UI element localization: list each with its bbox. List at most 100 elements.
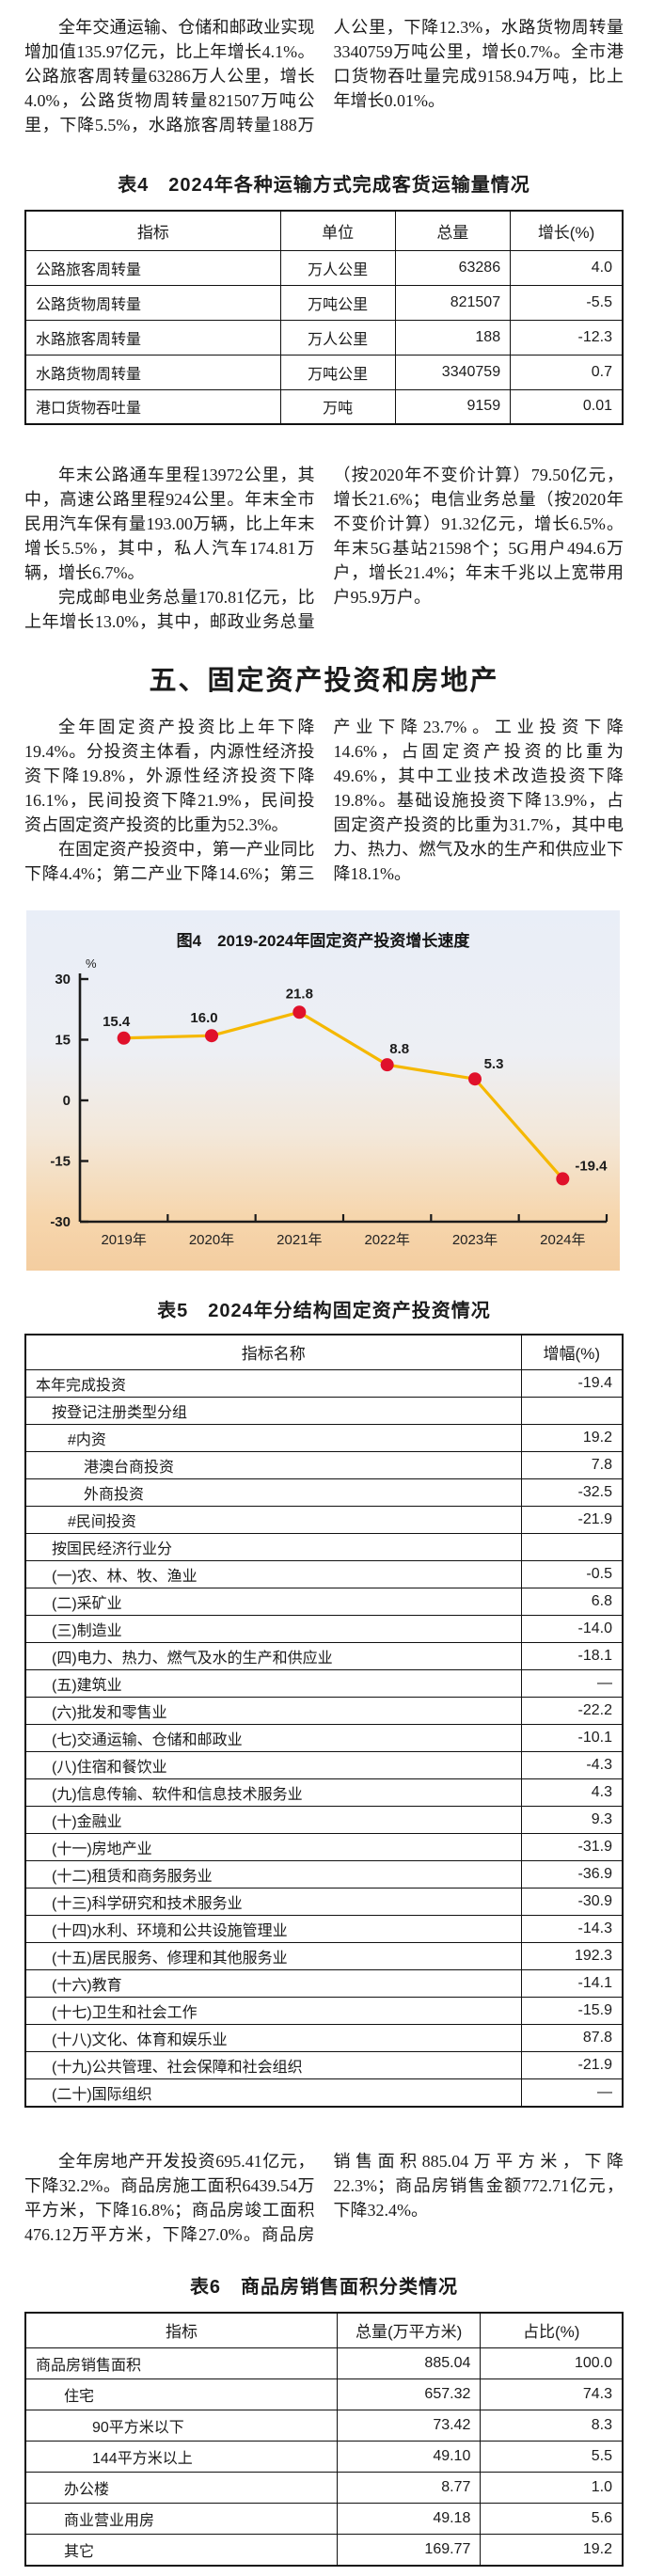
data-point-label: 15.4 — [103, 1014, 131, 1030]
table-cell-name: (十七)卫生和社会工作 — [24, 1996, 522, 2025]
table-row: (十四)水利、环境和公共设施管理业 -14.3 — [24, 1914, 624, 1943]
table-cell-name: 公路旅客周转量 — [24, 249, 281, 286]
paragraph-post-telecom: 完成邮电业务总量170.81亿元，比上年增长13.0%，其中，邮政业务总量（按2… — [24, 466, 624, 631]
figure4-chart-title: 图4 2019-2024年固定资产投资增长速度 — [176, 932, 470, 950]
data-point-label: 5.3 — [484, 1056, 504, 1072]
table5-header-row: 指标名称 增幅(%) — [24, 1334, 624, 1370]
table-cell-total: 821507 — [394, 284, 512, 321]
table-row: (十九)公共管理、社会保障和社会组织 -21.9 — [24, 2050, 624, 2079]
table-cell-value: -21.9 — [520, 2050, 624, 2079]
table-row: 144平方米以上 49.10 5.5 — [24, 2441, 624, 2473]
table-cell-name: 商业营业用房 — [24, 2503, 338, 2535]
table-cell-name: 按登记注册类型分组 — [24, 1396, 522, 1425]
table-cell-name: 外商投资 — [24, 1478, 522, 1507]
table-cell-growth: -5.5 — [510, 284, 624, 321]
paragraph-block-realestate: 全年房地产开发投资695.41亿元，下降32.2%。商品房施工面积6439.54… — [24, 2149, 624, 2247]
table-cell-name: 港口货物吞吐量 — [24, 388, 281, 425]
table-cell-name: 按国民经济行业分 — [24, 1532, 522, 1561]
table-cell-share: 5.5 — [480, 2441, 624, 2473]
table-cell-name: (二)采矿业 — [24, 1587, 522, 1616]
table-cell-value — [520, 1396, 624, 1425]
data-line — [123, 1010, 564, 1180]
table-row: 公路旅客周转量 万人公里 63286 4.0 — [24, 249, 624, 286]
table-cell-name: 144平方米以上 — [24, 2441, 338, 2473]
table-cell-value: -14.0 — [520, 1614, 624, 1643]
table-cell-growth: -12.3 — [510, 319, 624, 356]
table-cell-value: 192.3 — [520, 1941, 624, 1970]
table5-header-indicator: 指标名称 — [24, 1334, 522, 1370]
paragraph-block-investment: 全年固定资产投资比上年下降19.4%。分投资主体看，内源性经济投资下降19.8%… — [24, 715, 624, 886]
table-row: (一)农、林、牧、渔业 -0.5 — [24, 1559, 624, 1588]
x-tick-label: 2023年 — [452, 1232, 498, 1248]
table-cell-name: 本年完成投资 — [24, 1368, 522, 1398]
table-cell-share: 1.0 — [480, 2472, 624, 2504]
table-row: (十七)卫生和社会工作 -15.9 — [24, 1996, 624, 2025]
table-cell-value: 7.8 — [520, 1450, 624, 1479]
table-cell-name: (八)住宿和餐饮业 — [24, 1750, 522, 1779]
table-cell-name: (九)信息传输、软件和信息技术服务业 — [24, 1778, 522, 1807]
table-cell-value: 9.3 — [520, 1805, 624, 1834]
table-row: (十)金融业 9.3 — [24, 1805, 624, 1834]
data-point-label: 21.8 — [286, 986, 313, 1002]
x-tick-label: 2022年 — [364, 1232, 409, 1248]
paragraph-transport-volume: 全年交通运输、仓储和邮政业实现增加值135.97亿元，比上年增长4.1%。公路旅… — [24, 18, 624, 134]
table6-header-total: 总量(万平方米) — [336, 2312, 482, 2348]
line-chart-canvas: 30 15 0 -15 -30% 2019年 2020年 2021年 2022年 2023年 202… — [50, 956, 608, 1248]
table-cell-value: — — [520, 2078, 624, 2107]
table-cell-total: 8.77 — [336, 2472, 482, 2504]
table-cell-name: (十二)租赁和商务服务业 — [24, 1859, 522, 1889]
table-row: (三)制造业 -14.0 — [24, 1614, 624, 1643]
table-cell-name: (二十)国际组织 — [24, 2078, 522, 2107]
table-cell-total: 885.04 — [336, 2347, 482, 2379]
table-cell-growth: 4.0 — [510, 249, 624, 286]
table-cell-total: 188 — [394, 319, 512, 356]
table-row: 公路货物周转量 万吨公里 821507 -5.5 — [24, 284, 624, 321]
table-row: (十三)科学研究和技术服务业 -30.9 — [24, 1887, 624, 1916]
table-row: 商品房销售面积 885.04 100.0 — [24, 2347, 624, 2379]
table-cell-growth: 0.7 — [510, 354, 624, 390]
table-cell-value: -10.1 — [520, 1723, 624, 1752]
data-point-label: -19.4 — [575, 1158, 608, 1174]
figure4-line-chart: 图4 2019-2024年固定资产投资增长速度 30 15 0 -15 -30% 2019… — [26, 910, 620, 1271]
table-row: 住宅 657.32 74.3 — [24, 2378, 624, 2410]
table-row: #内资 19.2 — [24, 1423, 624, 1452]
x-tick-label: 2020年 — [189, 1232, 234, 1248]
table-cell-unit: 万吨公里 — [279, 284, 396, 321]
data-point-label: 8.8 — [389, 1041, 409, 1057]
table-cell-share: 8.3 — [480, 2410, 624, 2442]
table-cell-total: 657.32 — [336, 2378, 482, 2410]
table4-header-growth: 增长(%) — [510, 210, 624, 251]
table-row: #民间投资 -21.9 — [24, 1505, 624, 1534]
paragraph-block-roads-post: 年末公路通车里程13972公里，其中，高速公路里程924公里。年末全市民用汽车保… — [24, 463, 624, 634]
table-row: 90平方米以下 73.42 8.3 — [24, 2410, 624, 2442]
table-row: 按国民经济行业分 — [24, 1532, 624, 1561]
table-cell-name: 公路货物周转量 — [24, 284, 281, 321]
table5-header-growth: 增幅(%) — [520, 1334, 624, 1370]
table-cell-growth: 0.01 — [510, 388, 624, 425]
table-row: (七)交通运输、仓储和邮政业 -10.1 — [24, 1723, 624, 1752]
table-cell-name: (十三)科学研究和技术服务业 — [24, 1887, 522, 1916]
table-cell-name: (四)电力、热力、燃气及水的生产和供应业 — [24, 1641, 522, 1670]
table-row: 外商投资 -32.5 — [24, 1478, 624, 1507]
table-row: (九)信息传输、软件和信息技术服务业 4.3 — [24, 1778, 624, 1807]
table-cell-name: (七)交通运输、仓储和邮政业 — [24, 1723, 522, 1752]
y-tick-label: -30 — [50, 1214, 71, 1230]
table-cell-value: -15.9 — [520, 1996, 624, 2025]
table-cell-value: -30.9 — [520, 1887, 624, 1916]
table-cell-share: 74.3 — [480, 2378, 624, 2410]
table-cell-value: -14.3 — [520, 1914, 624, 1943]
table-cell-value: 87.8 — [520, 2023, 624, 2052]
data-point — [292, 1005, 307, 1019]
table-cell-name: (六)批发和零售业 — [24, 1696, 522, 1725]
table-row: (十八)文化、体育和娱乐业 87.8 — [24, 2023, 624, 2052]
y-tick-label: 30 — [55, 972, 71, 988]
table-cell-name: (十九)公共管理、社会保障和社会组织 — [24, 2050, 522, 2079]
table-cell-value — [520, 1532, 624, 1561]
data-point — [468, 1072, 482, 1086]
table-cell-name: 港澳台商投资 — [24, 1450, 522, 1479]
table-cell-name: (一)农、林、牧、渔业 — [24, 1559, 522, 1588]
table-cell-total: 49.10 — [336, 2441, 482, 2473]
table-row: (十一)房地产业 -31.9 — [24, 1832, 624, 1861]
table4-header-row: 指标 单位 总量 增长(%) — [24, 210, 624, 251]
